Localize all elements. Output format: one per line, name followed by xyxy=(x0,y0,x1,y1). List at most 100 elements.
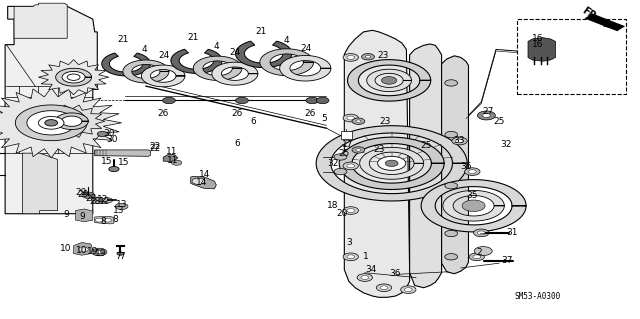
Circle shape xyxy=(117,252,124,255)
Circle shape xyxy=(356,149,361,151)
Text: 21: 21 xyxy=(188,33,199,42)
Text: 13: 13 xyxy=(116,200,127,209)
Circle shape xyxy=(474,247,492,256)
Text: 3: 3 xyxy=(346,238,351,247)
Text: 18: 18 xyxy=(327,201,339,210)
Circle shape xyxy=(347,255,355,259)
Circle shape xyxy=(445,182,458,189)
FancyBboxPatch shape xyxy=(517,19,626,94)
Polygon shape xyxy=(95,216,114,224)
Polygon shape xyxy=(141,65,185,87)
Text: 4: 4 xyxy=(214,42,219,51)
Circle shape xyxy=(347,164,355,168)
Polygon shape xyxy=(38,60,109,95)
Text: 37: 37 xyxy=(501,256,513,265)
Text: 29: 29 xyxy=(76,189,87,197)
Text: 21: 21 xyxy=(255,27,267,36)
Text: 25: 25 xyxy=(420,141,431,150)
Text: 23: 23 xyxy=(380,117,391,126)
Text: 26: 26 xyxy=(231,109,243,118)
Circle shape xyxy=(92,197,104,204)
Circle shape xyxy=(469,253,484,261)
Text: 23: 23 xyxy=(374,145,385,154)
Text: 2: 2 xyxy=(476,248,481,256)
Circle shape xyxy=(102,198,113,203)
Polygon shape xyxy=(0,88,122,158)
Polygon shape xyxy=(421,180,526,232)
Polygon shape xyxy=(528,38,556,61)
Circle shape xyxy=(343,253,358,261)
Text: 21: 21 xyxy=(117,35,129,44)
Text: FR.: FR. xyxy=(580,6,600,24)
Circle shape xyxy=(380,286,388,290)
Circle shape xyxy=(61,71,86,84)
Polygon shape xyxy=(260,49,314,76)
Circle shape xyxy=(483,114,490,117)
Circle shape xyxy=(378,156,406,170)
Text: 7: 7 xyxy=(119,252,124,261)
Text: 29: 29 xyxy=(77,190,89,199)
Circle shape xyxy=(477,111,495,120)
Polygon shape xyxy=(171,49,222,73)
Circle shape xyxy=(109,167,119,172)
Circle shape xyxy=(365,56,371,58)
Text: 1: 1 xyxy=(364,252,369,261)
Circle shape xyxy=(236,97,248,104)
Circle shape xyxy=(45,120,58,126)
Polygon shape xyxy=(74,242,93,255)
Circle shape xyxy=(376,284,392,292)
Circle shape xyxy=(445,230,458,237)
Circle shape xyxy=(456,139,463,143)
Circle shape xyxy=(163,97,175,104)
Text: 17: 17 xyxy=(342,140,353,149)
Text: 34: 34 xyxy=(365,265,377,274)
Circle shape xyxy=(316,97,329,104)
Text: 8: 8 xyxy=(113,215,118,224)
Text: 15: 15 xyxy=(100,157,112,166)
Polygon shape xyxy=(316,126,467,201)
Circle shape xyxy=(473,255,481,259)
Text: 16: 16 xyxy=(532,40,543,49)
Text: 6: 6 xyxy=(234,139,239,148)
Text: 28: 28 xyxy=(89,197,100,206)
Circle shape xyxy=(352,118,365,124)
Text: 30: 30 xyxy=(103,129,115,138)
Text: 23: 23 xyxy=(377,51,388,60)
Polygon shape xyxy=(236,41,292,68)
Polygon shape xyxy=(410,44,442,288)
Circle shape xyxy=(97,131,108,137)
Polygon shape xyxy=(15,105,87,141)
Polygon shape xyxy=(603,22,614,29)
Text: 31: 31 xyxy=(506,228,518,237)
Circle shape xyxy=(343,162,358,170)
Text: 24: 24 xyxy=(300,44,312,53)
Circle shape xyxy=(452,137,467,145)
Text: 11: 11 xyxy=(167,156,179,165)
Circle shape xyxy=(462,200,485,211)
Text: 24: 24 xyxy=(159,51,170,60)
Text: 30: 30 xyxy=(106,135,118,144)
Text: 15: 15 xyxy=(118,158,130,167)
Circle shape xyxy=(385,160,398,167)
Text: 32: 32 xyxy=(327,159,339,168)
Circle shape xyxy=(361,276,369,279)
Circle shape xyxy=(474,229,489,237)
Circle shape xyxy=(306,97,319,104)
Circle shape xyxy=(404,288,412,292)
Polygon shape xyxy=(442,56,468,274)
Text: 19: 19 xyxy=(95,249,107,258)
Polygon shape xyxy=(280,56,331,81)
Text: 35: 35 xyxy=(467,191,478,200)
Text: 4: 4 xyxy=(142,45,147,54)
Polygon shape xyxy=(212,62,258,85)
Polygon shape xyxy=(123,60,169,83)
Text: 32: 32 xyxy=(500,140,511,149)
Circle shape xyxy=(343,114,358,122)
Circle shape xyxy=(25,110,77,136)
Circle shape xyxy=(96,250,102,254)
Circle shape xyxy=(362,54,374,60)
Text: 22: 22 xyxy=(149,142,161,151)
Polygon shape xyxy=(584,13,625,31)
Text: 20: 20 xyxy=(337,209,348,218)
Polygon shape xyxy=(76,209,93,222)
